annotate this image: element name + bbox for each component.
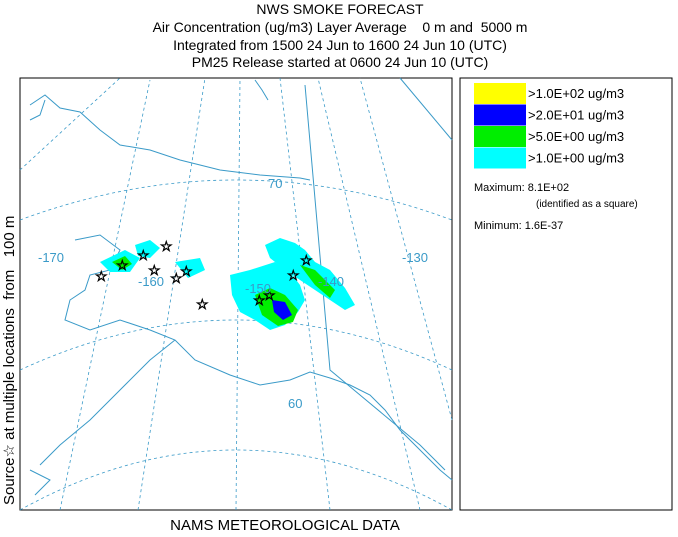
legend-label: >1.0E+00 ug/m3 (528, 151, 624, 166)
side-label: Source☆ at multiple locations from 100 m (1, 216, 18, 505)
svg-text:☆: ☆ (300, 252, 313, 268)
legend: Maximum: 8.1E+02 (identified as a square… (459, 77, 673, 511)
graticule (19, 77, 453, 511)
latitude-label: 60 (288, 396, 302, 411)
footer: NAMS METEOROLOGICAL DATA (170, 517, 400, 532)
svg-text:☆: ☆ (137, 247, 150, 263)
subtitle: Integrated from 1500 24 Jun to 1600 24 J… (173, 37, 507, 53)
longitude-label: -170 (38, 250, 64, 265)
subtitle: Air Concentration (ug/m3) Layer Average … (153, 19, 528, 35)
longitude-label: -130 (402, 250, 428, 265)
svg-text:☆: ☆ (116, 257, 129, 273)
svg-text:☆: ☆ (287, 267, 300, 283)
coastline (29, 77, 453, 496)
map: ☆☆☆ ☆ ☆☆ ☆☆☆ ☆☆ ☆ -170 -160 -150 -140 -130… (19, 77, 453, 511)
maximum-note: (identified as a square) (536, 199, 638, 210)
svg-text:☆: ☆ (170, 270, 183, 286)
longitude-label: -150 (245, 281, 271, 296)
longitude-label: -160 (138, 274, 164, 289)
svg-text:☆: ☆ (180, 263, 193, 279)
svg-text:☆: ☆ (253, 292, 266, 308)
svg-text:☆: ☆ (160, 238, 173, 254)
legend-swatch (474, 147, 526, 169)
source-stars: ☆☆☆ ☆ ☆☆ ☆☆☆ ☆☆ ☆ (95, 238, 313, 313)
smoke-plumes (100, 238, 355, 330)
svg-text:☆: ☆ (196, 296, 209, 312)
subtitle: PM25 Release started at 0600 24 Jun 10 (… (192, 54, 489, 70)
longitude-label: -140 (318, 274, 344, 289)
legend-swatch (474, 83, 526, 104)
legend-swatch (474, 126, 526, 147)
minimum: Minimum: 1.6E-37 (474, 220, 563, 232)
svg-text:☆: ☆ (148, 262, 161, 278)
latitude-label: 70 (268, 176, 282, 191)
title: NWS SMOKE FORECAST (256, 1, 424, 17)
legend-swatch (474, 104, 526, 126)
maximum: Maximum: 8.1E+02 (474, 182, 569, 194)
legend-label: >5.0E+00 ug/m3 (528, 129, 624, 144)
svg-text:☆: ☆ (263, 287, 276, 303)
svg-text:☆: ☆ (95, 268, 108, 284)
legend-label: >2.0E+01 ug/m3 (528, 108, 624, 123)
legend-label: >1.0E+02 ug/m3 (528, 86, 624, 101)
